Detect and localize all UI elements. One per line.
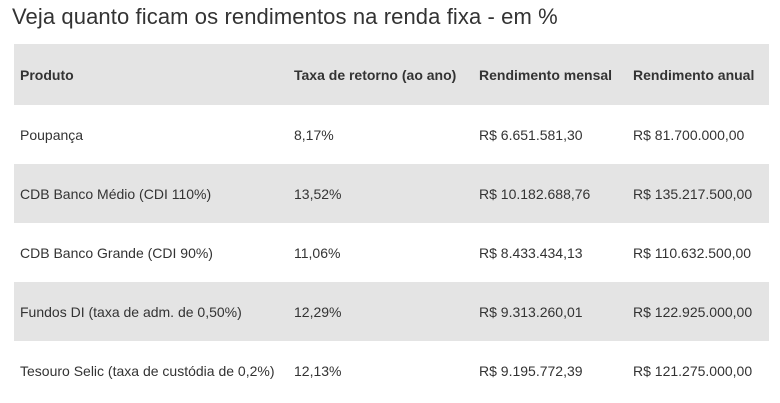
table-row: Tesouro Selic (taxa de custódia de 0,2%)…	[14, 341, 769, 400]
table-row: CDB Banco Grande (CDI 90%) 11,06% R$ 8.4…	[14, 223, 769, 282]
cell-produto: Fundos DI (taxa de adm. de 0,50%)	[14, 282, 288, 341]
cell-rendimento-anual: R$ 110.632.500,00	[633, 244, 752, 261]
cell-produto: CDB Banco Médio (CDI 110%)	[14, 164, 288, 223]
table-row: Fundos DI (taxa de adm. de 0,50%) 12,29%…	[14, 282, 769, 341]
cell-taxa-retorno: 8,17%	[294, 126, 334, 143]
cell-produto: Poupança	[20, 126, 84, 143]
cell-rendimento-anual: R$ 81.700.000,00	[633, 126, 745, 143]
cell-rendimento-anual: R$ 122.925.000,00	[627, 282, 769, 341]
cell-rendimento-mensal: R$ 6.651.581,30	[479, 126, 583, 143]
cell-taxa-retorno: 13,52%	[288, 164, 473, 223]
cell-rendimento-mensal: R$ 9.313.260,01	[473, 282, 627, 341]
yield-table: Produto Taxa de retorno (ao ano) Rendime…	[14, 44, 769, 400]
cell-taxa-retorno: 11,06%	[294, 244, 341, 261]
cell-rendimento-anual: R$ 121.275.000,00	[633, 362, 753, 379]
table-row: Poupança 8,17% R$ 6.651.581,30 R$ 81.700…	[14, 105, 769, 164]
table-body: Poupança 8,17% R$ 6.651.581,30 R$ 81.700…	[14, 105, 769, 400]
cell-rendimento-mensal: R$ 8.433.434,13	[479, 244, 583, 261]
cell-produto: CDB Banco Grande (CDI 90%)	[20, 244, 213, 261]
cell-taxa-retorno: 12,29%	[288, 282, 473, 341]
cell-rendimento-mensal: R$ 10.182.688,76	[473, 164, 627, 223]
table-header: Produto Taxa de retorno (ao ano) Rendime…	[14, 44, 769, 105]
cell-taxa-retorno: 12,13%	[294, 362, 342, 379]
header-row: Produto Taxa de retorno (ao ano) Rendime…	[14, 44, 769, 105]
cell-rendimento-anual: R$ 135.217.500,00	[627, 164, 769, 223]
table-row: CDB Banco Médio (CDI 110%) 13,52% R$ 10.…	[14, 164, 769, 223]
column-header-rendimento-mensal: Rendimento mensal	[473, 44, 627, 105]
cell-produto: Tesouro Selic (taxa de custódia de 0,2%)	[20, 362, 275, 379]
cell-rendimento-mensal: R$ 9.195.772,39	[479, 362, 583, 379]
column-header-taxa-retorno: Taxa de retorno (ao ano)	[288, 44, 473, 105]
column-header-produto: Produto	[14, 44, 288, 105]
page-title: Veja quanto ficam os rendimentos na rend…	[12, 4, 558, 29]
column-header-rendimento-anual: Rendimento anual	[627, 44, 769, 105]
